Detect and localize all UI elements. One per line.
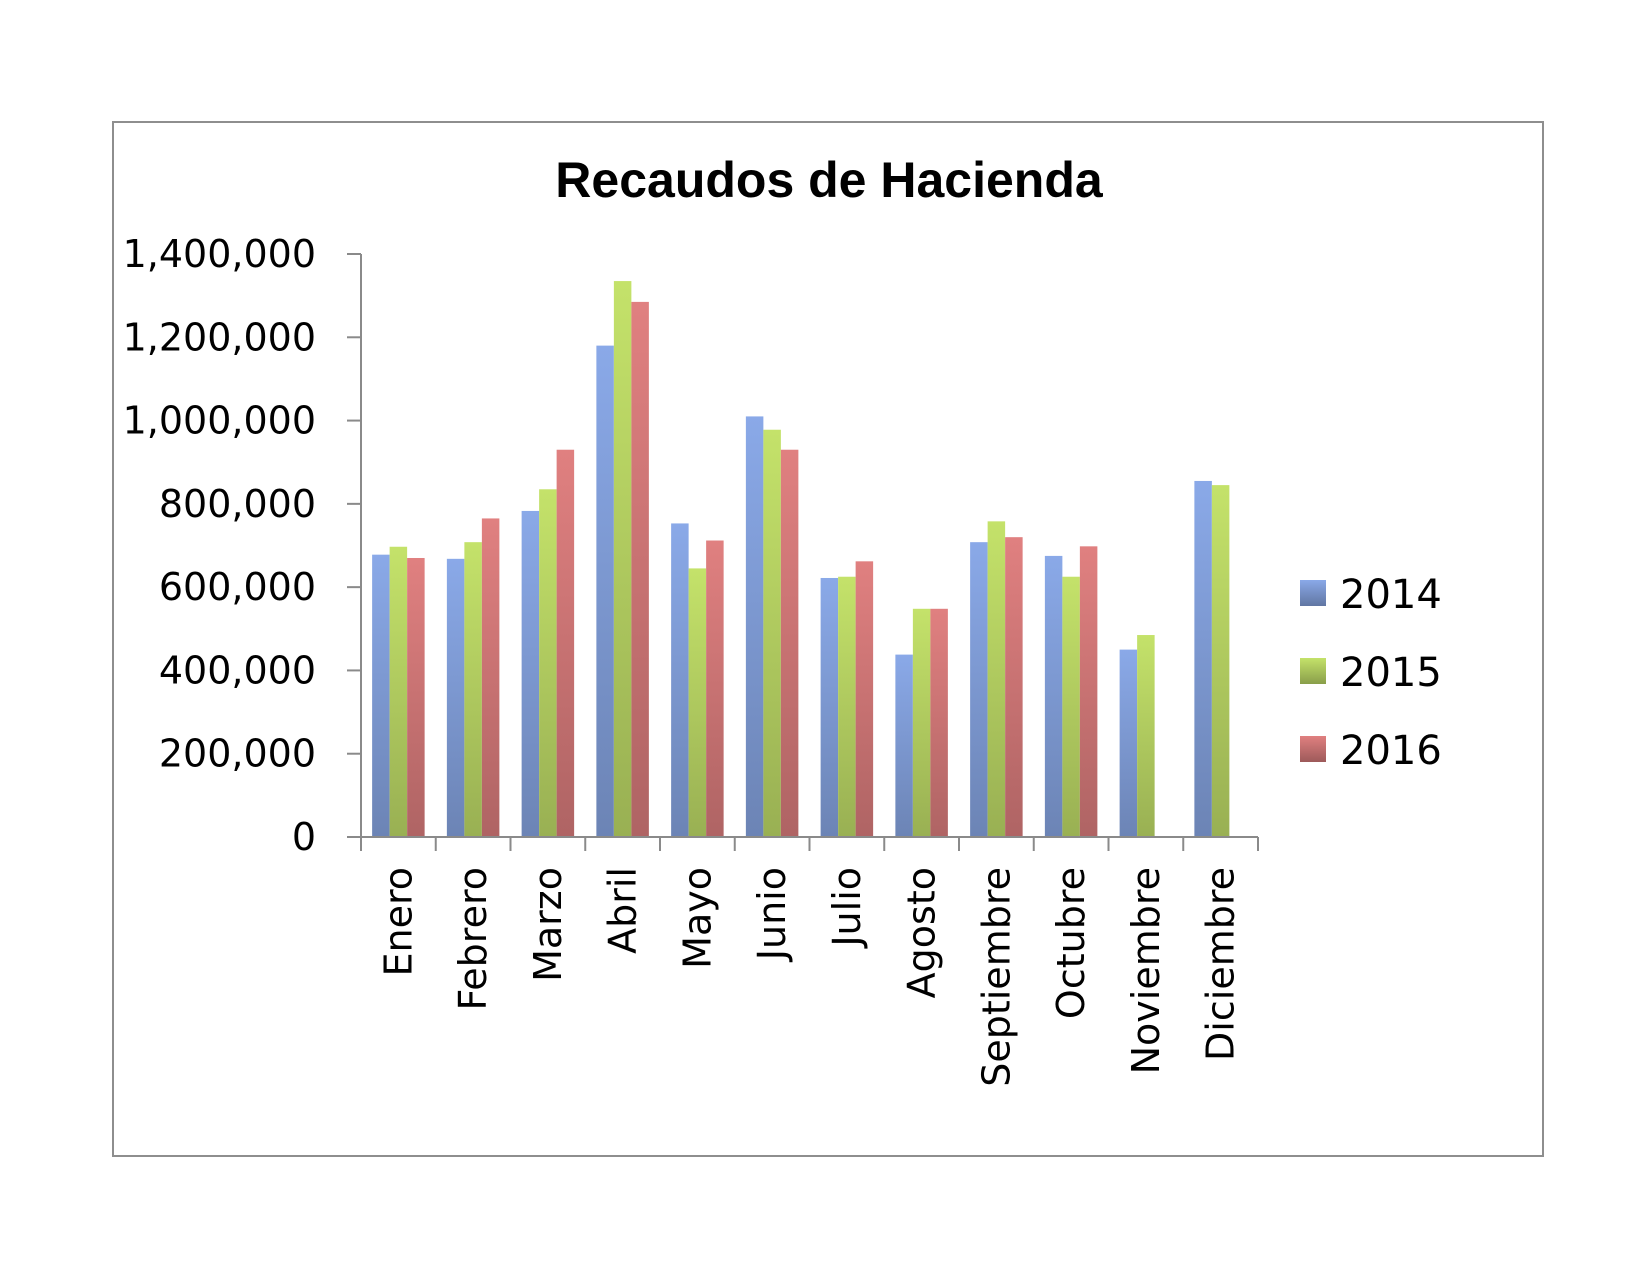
axes	[360, 254, 1259, 851]
bar-2016-Febrero	[481, 518, 500, 837]
bar-2015-Agosto	[912, 608, 931, 837]
bar-2015-Julio	[838, 576, 856, 837]
bar-2014-Junio	[745, 416, 764, 837]
legend-label-2016: 2016	[1340, 728, 1442, 774]
x-axis: Enero Febrero Marzo Abril Mayo Junio Julio Agos…	[376, 867, 1242, 1087]
bar-2014-Octubre	[1044, 555, 1063, 837]
bar-chart: Recaudos de Hacienda 0 200,000 400,000 600,…	[123, 152, 1442, 1087]
bar-2015-Enero	[389, 546, 408, 837]
legend-label-2014: 2014	[1340, 572, 1442, 618]
bar-2014-Enero	[372, 554, 390, 837]
bar-2016-Abril	[631, 301, 649, 837]
bar-2015-Febrero	[464, 542, 482, 837]
x-tick-label: Enero	[376, 867, 420, 977]
bar-2014-Mayo	[671, 523, 689, 837]
y-tick-label: 1,400,000	[123, 232, 316, 276]
legend-swatch-2015	[1300, 658, 1326, 684]
bar-2014-Septiembre	[970, 542, 988, 837]
bar-2015-Noviembre	[1137, 635, 1155, 837]
y-tick-label: 0	[292, 815, 316, 859]
bar-2015-Abril	[613, 281, 632, 837]
bar-2016-Julio	[855, 561, 874, 837]
legend-swatch-2016	[1300, 736, 1326, 762]
bar-2015-Marzo	[539, 489, 557, 837]
bar-2014-Diciembre	[1194, 480, 1212, 837]
bar-2016-Junio	[780, 449, 799, 837]
x-tick-label: Octubre	[1049, 867, 1093, 1019]
x-tick-label: Noviembre	[1124, 867, 1168, 1074]
bar-2016-Octubre	[1079, 546, 1098, 837]
bar-2014-Febrero	[446, 558, 465, 837]
bar-2014-Julio	[820, 577, 839, 837]
x-tick-label: Junio	[750, 867, 794, 962]
x-tick-label: Abril	[601, 867, 645, 954]
y-tick-label: 1,000,000	[123, 399, 316, 443]
legend-swatch-2014	[1300, 580, 1326, 606]
x-tick-label: Septiembre	[974, 867, 1018, 1087]
bar-2014-Noviembre	[1119, 649, 1138, 837]
y-axis: 0 200,000 400,000 600,000 800,000 1,000,000 1,…	[123, 232, 361, 859]
y-tick-label: 800,000	[159, 482, 316, 526]
x-tick-label: Agosto	[900, 867, 944, 998]
chart-title: Recaudos de Hacienda	[555, 152, 1104, 208]
y-tick-label: 1,200,000	[123, 315, 316, 359]
bar-2015-Mayo	[688, 568, 707, 837]
y-tick-label: 200,000	[159, 732, 316, 776]
y-tick-label: 600,000	[159, 565, 316, 609]
bars	[372, 281, 1230, 837]
bar-2016-Mayo	[706, 540, 724, 837]
x-tick-label: Julio	[825, 867, 869, 949]
legend: 2014 2015 2016	[1300, 572, 1442, 774]
legend-label-2015: 2015	[1340, 650, 1442, 696]
x-tick-label: Mayo	[675, 867, 719, 969]
bar-2016-Enero	[407, 557, 425, 837]
bar-2014-Agosto	[895, 654, 913, 837]
y-tick-label: 400,000	[159, 648, 316, 692]
bar-2015-Diciembre	[1211, 485, 1230, 837]
x-tick-label: Diciembre	[1199, 867, 1243, 1061]
x-tick-label: Febrero	[451, 867, 495, 1010]
chart-frame: Recaudos de Hacienda 0 200,000 400,000 600,…	[112, 121, 1544, 1157]
bar-2015-Junio	[763, 429, 781, 837]
bar-2015-Septiembre	[987, 521, 1006, 837]
bar-2014-Marzo	[521, 510, 540, 837]
bar-2015-Octubre	[1062, 576, 1080, 837]
x-tick-label: Marzo	[526, 867, 570, 982]
bar-2016-Marzo	[556, 449, 575, 837]
bar-2016-Septiembre	[1005, 537, 1023, 837]
bar-2016-Agosto	[930, 608, 948, 837]
bar-2014-Abril	[596, 345, 614, 837]
